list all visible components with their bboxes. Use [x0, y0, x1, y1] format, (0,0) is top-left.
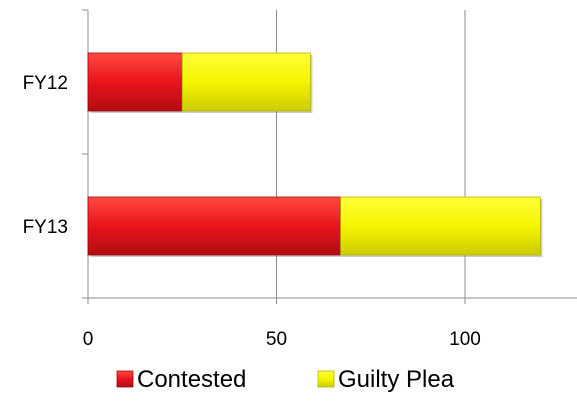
x-tick-label-100: 100 — [449, 329, 481, 350]
x-tick-label-0: 0 — [83, 329, 94, 350]
legend-label-guilty-plea: Guilty Plea — [338, 366, 455, 393]
bar-fy12-guilty-plea — [181, 52, 311, 112]
legend-label-contested: Contested — [137, 366, 246, 393]
category-labels: FY12 FY13 — [23, 73, 68, 238]
category-label-fy12: FY12 — [23, 73, 68, 94]
category-label-fy13: FY13 — [23, 217, 68, 238]
bars — [87, 52, 543, 257]
legend-swatch-guilty-plea — [317, 370, 335, 388]
legend: Contested Guilty Plea — [116, 366, 455, 393]
bar-fy12-contested — [87, 52, 183, 112]
bar-fy13-contested — [87, 196, 341, 256]
bar-fy13-guilty-plea — [340, 196, 541, 256]
x-tick-label-50: 50 — [266, 329, 287, 350]
x-tick-labels: 0 50 100 — [83, 329, 481, 350]
legend-swatch-contested — [116, 370, 134, 388]
